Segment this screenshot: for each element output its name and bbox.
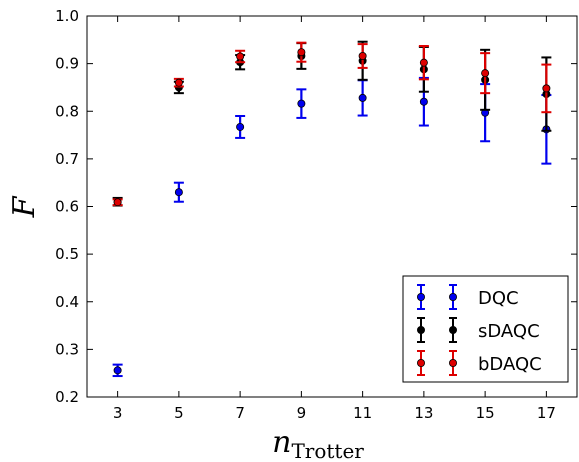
x-tick-label: 17 (537, 404, 556, 422)
y-tick-label: 0.8 (55, 102, 79, 120)
legend: DQC sDAQC bDAQC (402, 275, 569, 383)
legend-marker (448, 325, 457, 334)
legend-entry-dqc: DQC (416, 284, 519, 310)
y-tick-label: 0.2 (55, 388, 79, 406)
legend-marker (448, 292, 457, 301)
bdaqc-point (358, 52, 367, 61)
x-axis-label-subscript: Trotter (291, 439, 364, 462)
legend-entry-bdaqc: bDAQC (416, 350, 542, 376)
bdaqc-point (542, 84, 551, 93)
x-tick-label: 15 (476, 404, 495, 422)
legend-frame (402, 275, 569, 383)
dqc-point (113, 366, 122, 375)
x-tick-label: 5 (174, 404, 184, 422)
y-tick-label: 0.7 (55, 150, 79, 168)
y-axis-label: F (7, 195, 42, 218)
x-tick-label: 7 (235, 404, 245, 422)
dqc-point (358, 93, 367, 102)
x-axis-label-base: n (272, 425, 291, 460)
series-bdaqc (112, 41, 552, 207)
x-axis-label: nTrotter (272, 425, 364, 462)
legend-entry-sdaqc: sDAQC (416, 317, 540, 343)
y-tick-label: 0.3 (55, 340, 79, 358)
bdaqc-point (481, 69, 490, 78)
bdaqc-point (419, 58, 428, 67)
x-tick-label: 11 (353, 404, 372, 422)
plot-area (112, 40, 552, 378)
bdaqc-point (174, 78, 183, 87)
dqc-point (297, 99, 306, 108)
legend-marker (416, 292, 425, 301)
bdaqc-point (297, 48, 306, 57)
legend-label-sdaqc: sDAQC (478, 321, 540, 342)
legend-marker (416, 325, 425, 334)
legend-label-bdaqc: bDAQC (478, 354, 542, 375)
x-tick-label: 13 (414, 404, 433, 422)
x-tick-label: 9 (297, 404, 307, 422)
dqc-point (419, 97, 428, 106)
y-tick-label: 0.6 (55, 198, 79, 216)
bdaqc-point (113, 198, 122, 207)
y-tick-label: 0.4 (55, 293, 79, 311)
dqc-point (236, 122, 245, 131)
x-tick-label: 3 (113, 404, 123, 422)
y-tick-label: 0.9 (55, 55, 79, 73)
y-tick-label: 0.5 (55, 245, 79, 263)
legend-marker (416, 358, 425, 367)
y-tick-label: 1.0 (55, 7, 79, 25)
legend-marker (448, 358, 457, 367)
dqc-point (174, 188, 183, 197)
axis-ticks: 3 5 7 9 11 13 15 17 0.2 0.3 0.4 0.5 0.6 0.7 0.8 0.9 1.0 (55, 7, 577, 422)
legend-label-dqc: DQC (478, 288, 519, 309)
bdaqc-point (236, 52, 245, 61)
